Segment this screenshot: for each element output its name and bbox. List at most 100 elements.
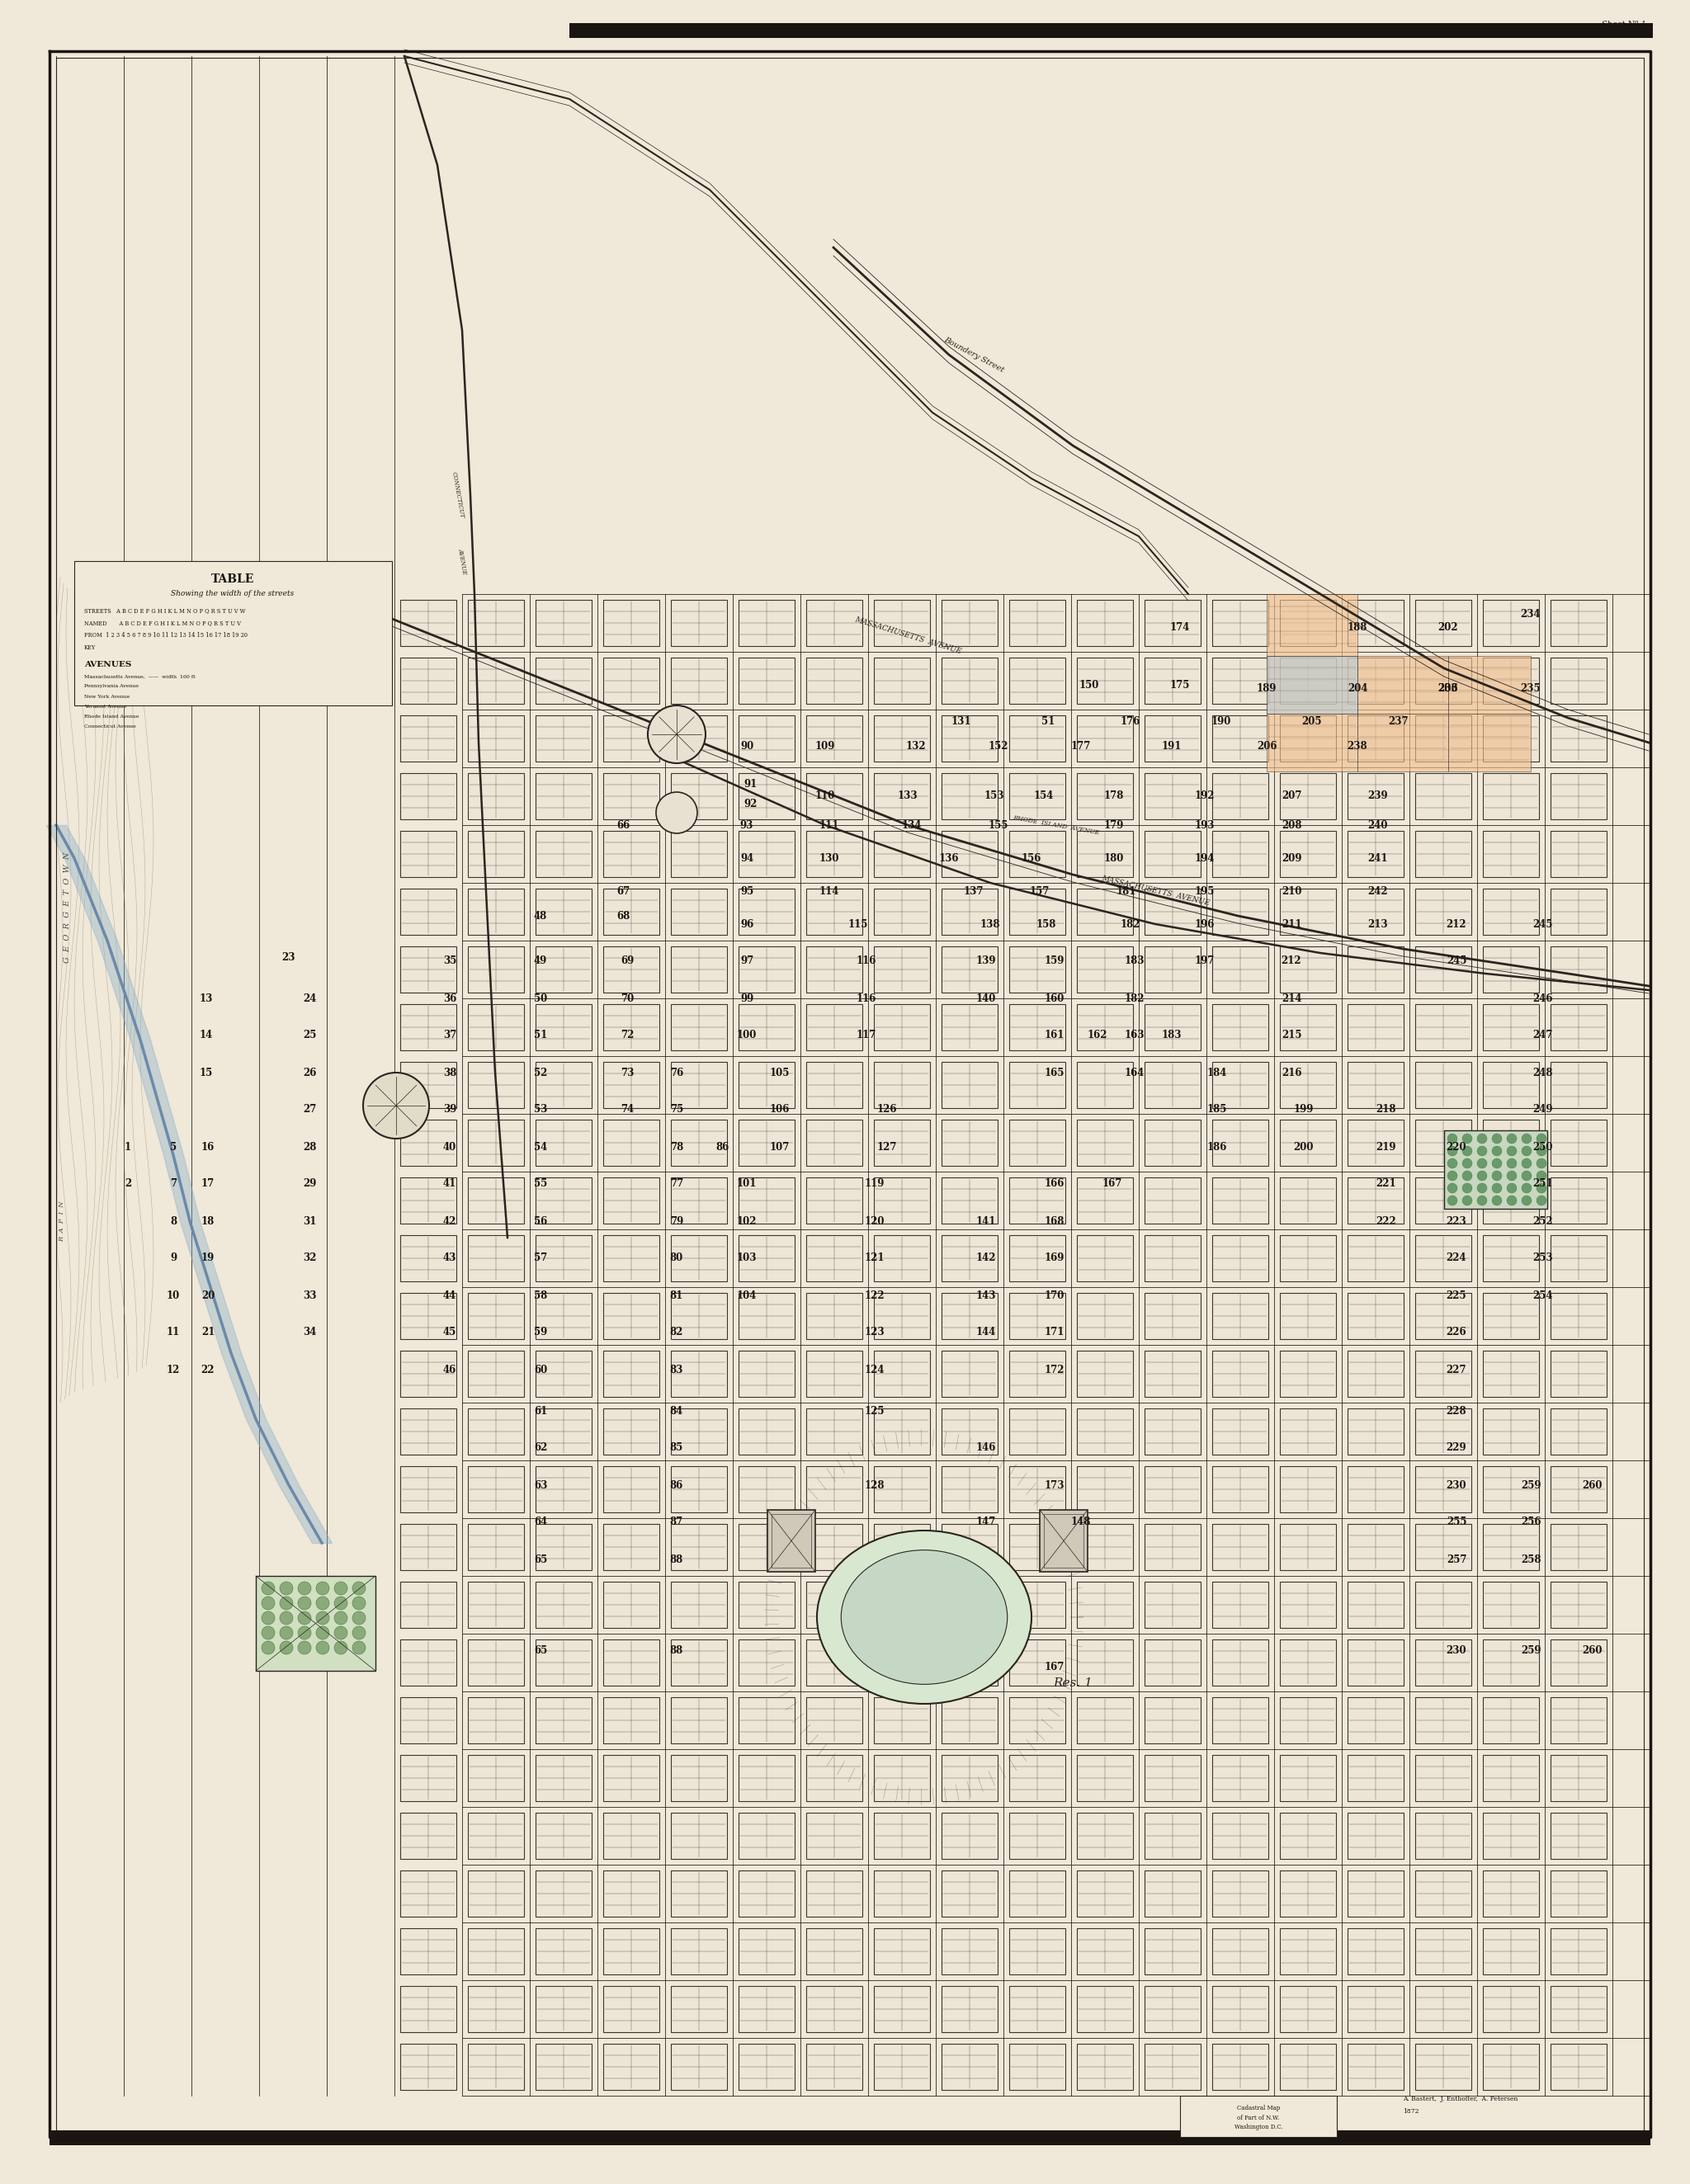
- Text: 2: 2: [125, 1179, 132, 1190]
- Bar: [1415, 1813, 1472, 1859]
- Text: 165: 165: [1044, 1068, 1065, 1079]
- Circle shape: [1462, 1184, 1472, 1192]
- Text: 88: 88: [669, 1645, 683, 1655]
- Bar: [874, 657, 930, 703]
- Circle shape: [262, 1597, 275, 1610]
- Bar: [1144, 1640, 1200, 1686]
- Bar: [603, 1293, 659, 1339]
- Text: Boundery Street: Boundery Street: [943, 336, 1006, 373]
- Circle shape: [335, 1581, 348, 1594]
- Bar: [1550, 946, 1607, 992]
- Circle shape: [297, 1627, 311, 1640]
- Text: 208: 208: [1281, 819, 1301, 830]
- Circle shape: [1492, 1158, 1502, 1168]
- Text: STREETS   A B C D E F G H I K L M N O P Q R S T U V W: STREETS A B C D E F G H I K L M N O P Q …: [84, 607, 245, 614]
- Bar: [1009, 1697, 1065, 1743]
- Bar: [1482, 1236, 1540, 1282]
- Text: 251: 251: [1533, 1179, 1553, 1190]
- Bar: [1482, 889, 1540, 935]
- Bar: [1212, 1061, 1268, 1107]
- Bar: [806, 1177, 862, 1223]
- Text: CONNECTICUT: CONNECTICUT: [451, 472, 465, 520]
- Bar: [874, 1581, 930, 1627]
- Bar: [603, 657, 659, 703]
- Text: 252: 252: [1533, 1216, 1553, 1227]
- Text: 161: 161: [1044, 1031, 1065, 1042]
- Text: 203: 203: [1438, 684, 1458, 695]
- Bar: [739, 946, 794, 992]
- Bar: [941, 601, 997, 646]
- Bar: [1077, 716, 1132, 762]
- Bar: [468, 1697, 524, 1743]
- Bar: [1550, 1870, 1607, 1918]
- Circle shape: [316, 1612, 330, 1625]
- Bar: [941, 889, 997, 935]
- Text: 241: 241: [1367, 852, 1387, 863]
- Circle shape: [1447, 1158, 1457, 1168]
- Text: Pennsylvania Avenue: Pennsylvania Avenue: [84, 684, 139, 688]
- Text: 1872: 1872: [1403, 2108, 1420, 2114]
- Bar: [941, 1870, 997, 1918]
- Circle shape: [1477, 1158, 1487, 1168]
- Text: New York Avenue: New York Avenue: [84, 695, 130, 699]
- Bar: [603, 1177, 659, 1223]
- Bar: [1009, 889, 1065, 935]
- Bar: [1482, 1409, 1540, 1455]
- Bar: [536, 1120, 592, 1166]
- Circle shape: [1507, 1171, 1516, 1182]
- Bar: [1415, 1409, 1472, 1455]
- Text: 83: 83: [669, 1365, 683, 1376]
- Bar: [1212, 773, 1268, 819]
- Text: 167: 167: [1044, 1662, 1065, 1673]
- Circle shape: [1521, 1147, 1531, 1155]
- Text: 185: 185: [1207, 1105, 1227, 1116]
- Bar: [1357, 655, 1448, 714]
- Bar: [941, 1524, 997, 1570]
- Bar: [671, 1177, 727, 1223]
- Bar: [1279, 716, 1337, 762]
- Bar: [401, 1465, 456, 1511]
- Text: 242: 242: [1367, 887, 1387, 895]
- Bar: [1077, 946, 1132, 992]
- Bar: [536, 1813, 592, 1859]
- Text: 192: 192: [1195, 791, 1215, 802]
- Bar: [874, 1465, 930, 1511]
- Bar: [1550, 830, 1607, 878]
- Text: 62: 62: [534, 1444, 548, 1452]
- Text: 136: 136: [940, 852, 960, 863]
- Text: 107: 107: [769, 1142, 789, 1153]
- Text: 188: 188: [1347, 622, 1367, 633]
- Text: 96: 96: [740, 919, 754, 930]
- Bar: [1347, 716, 1404, 762]
- Bar: [806, 1697, 862, 1743]
- Bar: [1144, 1524, 1200, 1570]
- Text: 156: 156: [1021, 852, 1041, 863]
- Text: 172: 172: [1044, 1365, 1065, 1376]
- Bar: [1415, 601, 1472, 646]
- Text: 87: 87: [669, 1518, 683, 1527]
- Bar: [401, 773, 456, 819]
- Text: NAMED       A B C D E F G H I K L M N O P Q R S T U V: NAMED A B C D E F G H I K L M N O P Q R …: [84, 620, 242, 627]
- Bar: [536, 2044, 592, 2090]
- Bar: [1347, 1409, 1404, 1455]
- Bar: [1347, 1697, 1404, 1743]
- Bar: [739, 716, 794, 762]
- Bar: [1415, 1640, 1472, 1686]
- Text: 247: 247: [1533, 1031, 1553, 1042]
- Text: 195: 195: [1195, 887, 1215, 895]
- Circle shape: [1521, 1184, 1531, 1192]
- Bar: [1212, 1409, 1268, 1455]
- Bar: [1212, 1350, 1268, 1398]
- Circle shape: [1492, 1195, 1502, 1206]
- Bar: [1415, 1350, 1472, 1398]
- Circle shape: [262, 1640, 275, 1653]
- Text: G  E  O  R  G  E  T  O  W  N: G E O R G E T O W N: [64, 852, 71, 963]
- Bar: [536, 716, 592, 762]
- Text: Vermont Avenue: Vermont Avenue: [84, 703, 127, 708]
- Bar: [536, 1640, 592, 1686]
- Bar: [671, 1120, 727, 1166]
- Text: 226: 226: [1447, 1328, 1467, 1339]
- Text: 61: 61: [534, 1406, 548, 1415]
- Bar: [1347, 1581, 1404, 1627]
- Bar: [1009, 1581, 1065, 1627]
